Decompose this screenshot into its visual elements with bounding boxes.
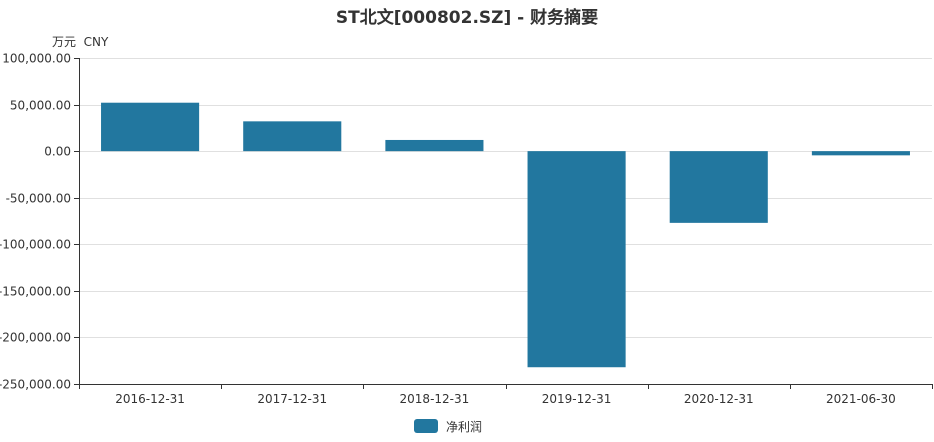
y-tick-label: -250,000.00	[0, 378, 71, 392]
x-tick-label: 2018-12-31	[400, 392, 470, 406]
legend[interactable]: 净利润	[414, 419, 482, 434]
y-axis-unit-label: 万元 CNY	[52, 35, 109, 49]
y-tick-label: -50,000.00	[6, 192, 71, 206]
x-tick-label: 2017-12-31	[257, 392, 327, 406]
y-axis-ticks: 100,000.00 50,000.00 0.00 -50,000.00 -100,00…	[0, 52, 79, 392]
x-tick-label: 2019-12-31	[542, 392, 612, 406]
x-axis-ticks: 2016-12-31 2017-12-31 2018-12-31 2019-12-31…	[79, 384, 933, 406]
bar	[101, 102, 200, 152]
bar-series	[101, 102, 910, 368]
axes	[79, 58, 932, 385]
grid-lines	[79, 58, 932, 385]
x-tick-label: 2020-12-31	[684, 392, 754, 406]
bar	[243, 121, 342, 152]
bar	[811, 151, 910, 156]
y-tick-label: 0.00	[44, 145, 71, 159]
y-tick-label: 100,000.00	[2, 52, 71, 66]
legend-label[interactable]: 净利润	[446, 420, 482, 434]
bar	[527, 151, 626, 368]
y-tick-label: -150,000.00	[0, 285, 71, 299]
legend-swatch[interactable]	[414, 419, 438, 433]
bar	[385, 139, 484, 152]
x-tick-label: 2021-06-30	[826, 392, 896, 406]
chart-title: ST北文[000802.SZ] - 财务摘要	[336, 7, 598, 28]
bar	[669, 151, 768, 223]
y-tick-label: -200,000.00	[0, 331, 71, 345]
y-tick-label: 50,000.00	[10, 99, 71, 113]
x-tick-label: 2016-12-31	[115, 392, 185, 406]
y-tick-label: -100,000.00	[0, 238, 71, 252]
